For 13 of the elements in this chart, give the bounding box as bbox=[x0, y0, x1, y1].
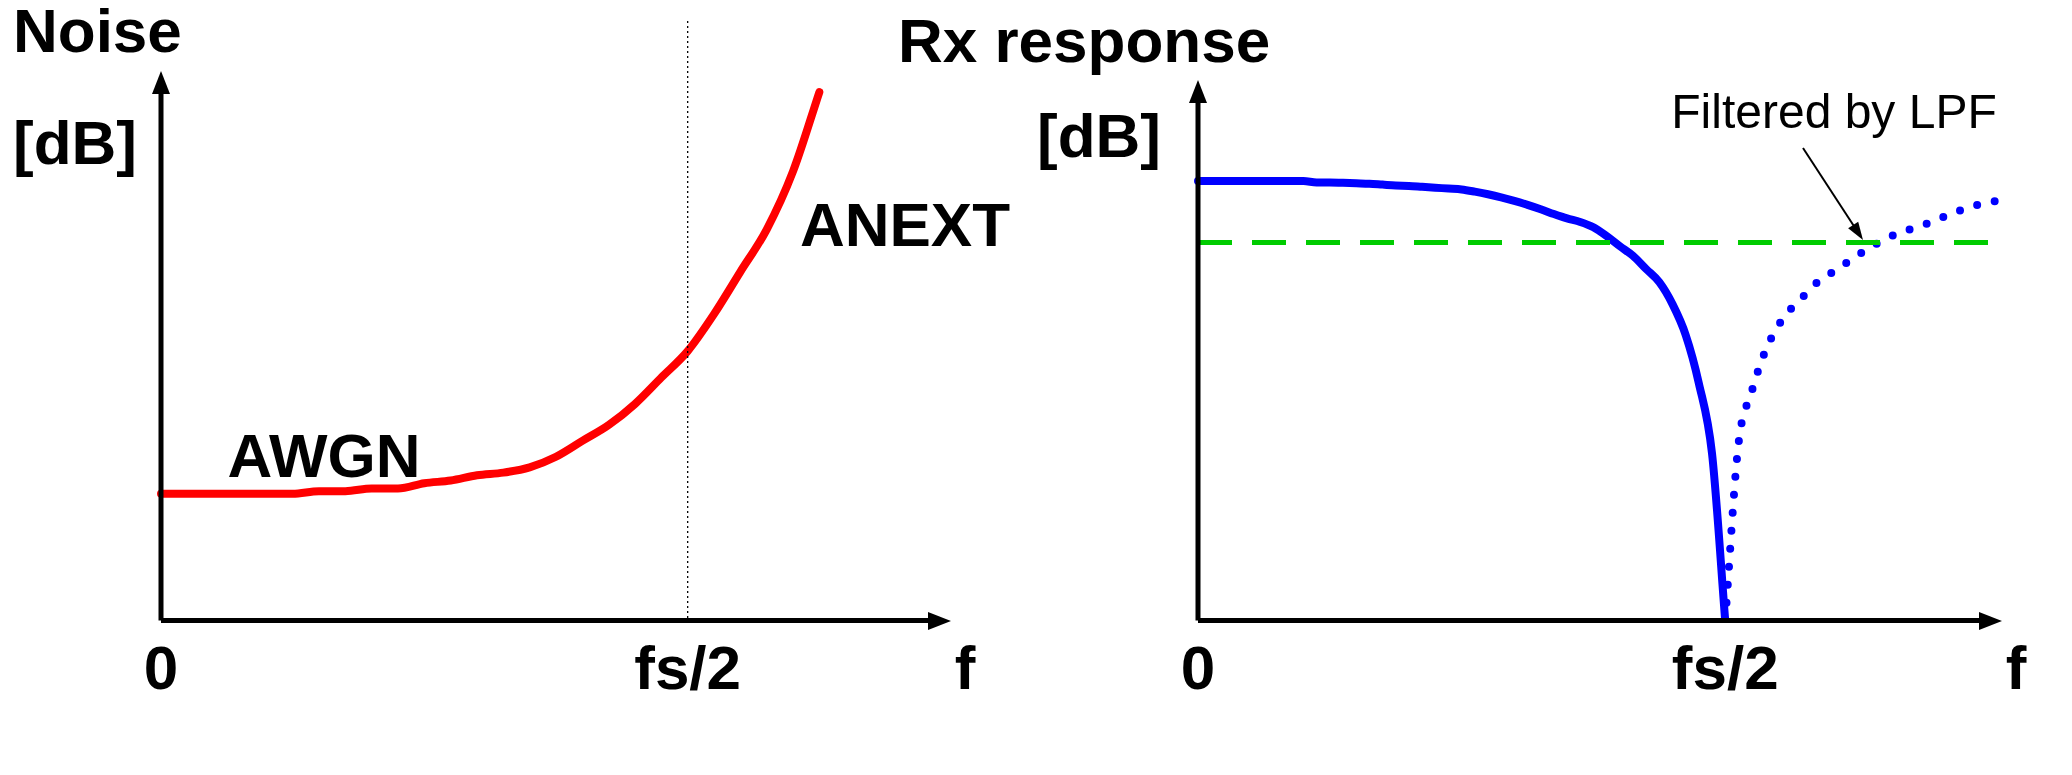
y-axis-title: [dB] bbox=[1037, 101, 1161, 170]
annotation: ANEXT bbox=[799, 190, 1011, 259]
chart-title: Rx response bbox=[898, 6, 1271, 75]
x-tick-label: 0 bbox=[1180, 632, 1216, 702]
chart-title: Noise bbox=[13, 0, 182, 65]
text: Filtered by LPF bbox=[1671, 85, 1997, 138]
x-axis-title: f bbox=[2005, 632, 2027, 702]
x-axis-title: f bbox=[954, 632, 976, 702]
x-tick-label: 0 bbox=[143, 632, 179, 702]
x-tick-label: fs/2 bbox=[634, 632, 742, 702]
y-axis-title: [dB] bbox=[13, 108, 137, 177]
annotation: AWGN bbox=[227, 421, 421, 490]
x-tick-label: fs/2 bbox=[1671, 632, 1779, 702]
